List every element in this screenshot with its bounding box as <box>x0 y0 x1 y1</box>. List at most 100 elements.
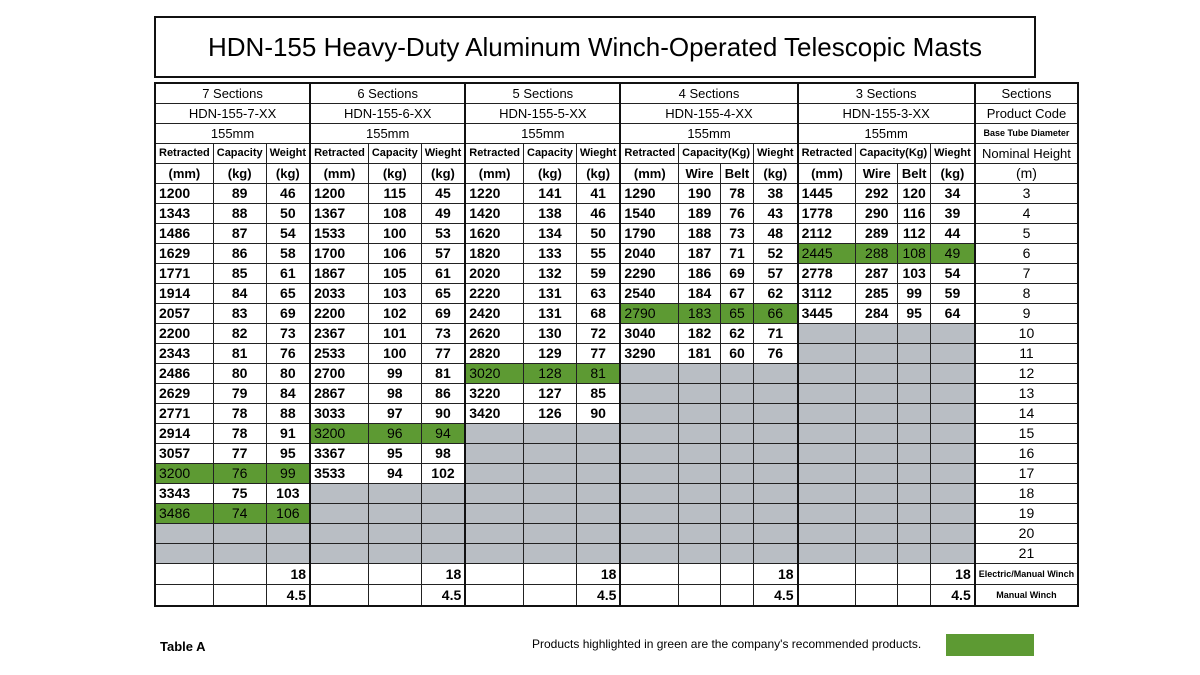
column-header: Retracted <box>796 143 857 164</box>
data-cell: 3420 <box>464 403 525 424</box>
data-cell: 49 <box>930 243 976 264</box>
data-cell: 1220 <box>464 183 525 204</box>
data-cell: 55 <box>575 243 621 264</box>
empty-cell <box>619 423 680 444</box>
column-header: Capacity <box>212 143 267 164</box>
empty-cell <box>855 383 899 404</box>
data-cell: 85 <box>575 383 621 404</box>
empty-cell <box>619 443 680 464</box>
data-cell: 1790 <box>619 223 680 244</box>
empty-cell <box>464 563 525 585</box>
empty-cell <box>420 503 466 524</box>
data-cell: 61 <box>265 263 311 284</box>
winch-weight: 18 <box>420 563 466 585</box>
empty-cell <box>678 584 721 607</box>
data-cell: 1867 <box>309 263 369 284</box>
data-cell: 103 <box>897 263 932 284</box>
empty-cell <box>367 543 422 564</box>
empty-cell <box>367 503 422 524</box>
empty-cell <box>796 443 857 464</box>
data-cell: 105 <box>367 263 422 284</box>
data-cell: 133 <box>523 243 577 264</box>
winch-weight: 18 <box>265 563 311 585</box>
empty-cell <box>678 383 721 404</box>
empty-cell <box>719 383 755 404</box>
data-cell: 65 <box>265 283 311 304</box>
empty-cell <box>678 483 721 504</box>
data-cell: 3290 <box>619 343 680 364</box>
empty-cell <box>930 523 976 544</box>
data-cell: 3057 <box>154 443 214 464</box>
data-cell: 182 <box>678 323 721 344</box>
empty-cell <box>464 523 525 544</box>
data-cell: 108 <box>897 243 932 264</box>
data-cell: 115 <box>367 183 422 204</box>
unit-label: (mm) <box>464 163 525 184</box>
data-cell: 76 <box>753 343 799 364</box>
data-cell: 2220 <box>464 283 525 304</box>
empty-cell <box>367 584 422 607</box>
data-cell: 131 <box>523 283 577 304</box>
data-cell: 77 <box>212 443 267 464</box>
empty-cell <box>575 423 621 444</box>
nominal-height: 19 <box>973 503 1079 524</box>
data-cell: 81 <box>575 363 621 384</box>
data-cell: 2629 <box>154 383 214 404</box>
data-cell: 74 <box>212 503 267 524</box>
data-cell: 284 <box>855 303 899 324</box>
empty-cell <box>309 563 369 585</box>
empty-cell <box>575 483 621 504</box>
empty-cell <box>719 503 755 524</box>
empty-cell <box>678 423 721 444</box>
data-cell: 78 <box>212 403 267 424</box>
data-cell: 2700 <box>309 363 369 384</box>
product-code: HDN-155-6-XX <box>309 103 466 124</box>
data-cell: 84 <box>265 383 311 404</box>
data-cell: 86 <box>420 383 466 404</box>
data-cell: 2200 <box>309 303 369 324</box>
data-cell: 190 <box>678 183 721 204</box>
spec-sheet: HDN-155 Heavy-Duty Aluminum Winch-Operat… <box>150 12 1080 662</box>
empty-cell <box>309 503 369 524</box>
data-cell: 3112 <box>796 283 857 304</box>
data-cell: 187 <box>678 243 721 264</box>
data-cell: 1771 <box>154 263 214 284</box>
sections-header: Sections <box>973 82 1079 104</box>
data-cell: 102 <box>367 303 422 324</box>
empty-cell <box>523 523 577 544</box>
unit-label: Belt <box>897 163 932 184</box>
empty-cell <box>523 503 577 524</box>
empty-cell <box>464 584 525 607</box>
nominal-height: 7 <box>973 263 1079 284</box>
empty-cell <box>154 563 214 585</box>
data-cell: 76 <box>719 203 755 224</box>
data-cell: 129 <box>523 343 577 364</box>
data-cell: 73 <box>265 323 311 344</box>
data-cell: 57 <box>420 243 466 264</box>
empty-cell <box>855 363 899 384</box>
empty-cell <box>855 323 899 344</box>
data-cell: 79 <box>212 383 267 404</box>
data-cell: 1540 <box>619 203 680 224</box>
empty-cell <box>719 563 755 585</box>
base-diameter: 155mm <box>796 123 976 144</box>
empty-cell <box>523 563 577 585</box>
unit-label: (mm) <box>796 163 857 184</box>
empty-cell <box>796 523 857 544</box>
empty-cell <box>367 563 422 585</box>
empty-cell <box>678 463 721 484</box>
empty-cell <box>796 483 857 504</box>
empty-cell <box>719 483 755 504</box>
data-cell: 292 <box>855 183 899 204</box>
nominal-height: 20 <box>973 523 1079 544</box>
data-cell: 88 <box>212 203 267 224</box>
empty-cell <box>154 584 214 607</box>
empty-cell <box>897 483 932 504</box>
data-cell: 290 <box>855 203 899 224</box>
empty-cell <box>678 403 721 424</box>
data-cell: 88 <box>265 403 311 424</box>
data-cell: 89 <box>212 183 267 204</box>
empty-cell <box>367 523 422 544</box>
data-cell: 69 <box>265 303 311 324</box>
empty-cell <box>930 343 976 364</box>
